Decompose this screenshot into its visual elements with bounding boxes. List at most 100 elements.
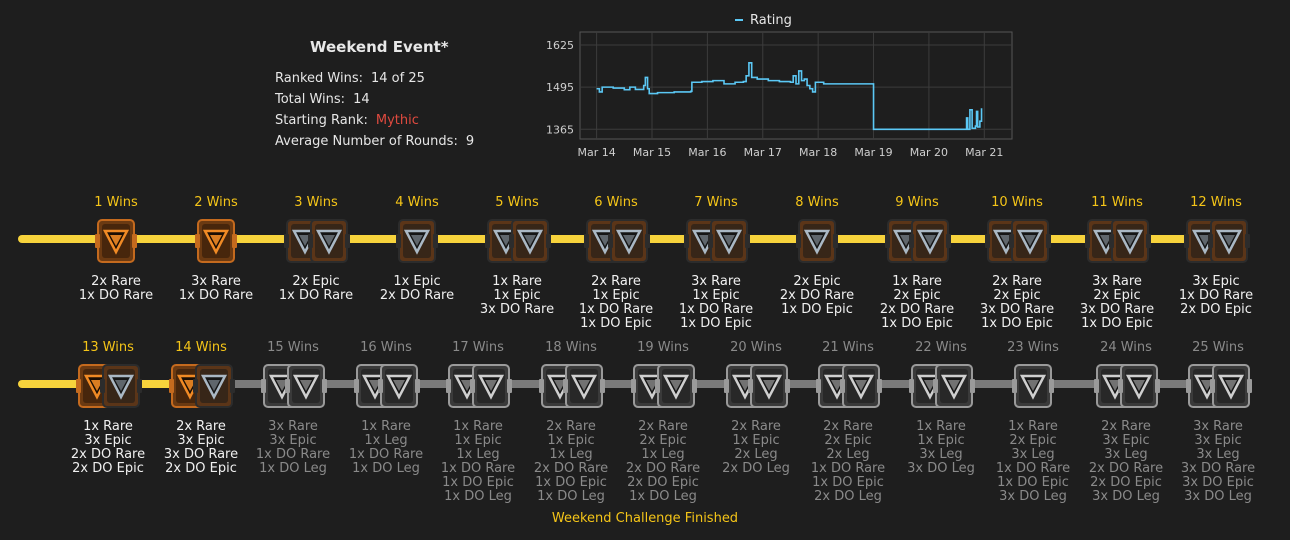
- chest-group: [1076, 361, 1176, 411]
- chest-leg-icon: [840, 361, 882, 411]
- reward-list: 1x Rare 1x Epic 1x Leg 1x DO Rare 1x DO Epic…: [428, 420, 528, 504]
- reward-item: 1x DO Rare: [178, 288, 254, 303]
- reward-item: 3x Leg: [1196, 447, 1240, 462]
- wins-label: 24 Wins: [1100, 340, 1152, 355]
- reward-item: 3x Leg: [1011, 447, 1055, 462]
- x-tick-label: Mar 20: [910, 146, 948, 159]
- chest-group: [983, 361, 1083, 411]
- reward-item: 3x Epic: [1102, 433, 1150, 448]
- reward-item: 2x Rare: [591, 274, 641, 289]
- y-tick-label: 1625: [546, 39, 574, 52]
- stat-label: Starting Rank:: [275, 113, 368, 128]
- reward-step: 3 Wins 2x Epic 1x DO Rare: [266, 195, 366, 303]
- reward-item: 3x Leg: [919, 447, 963, 462]
- reward-item: 1x DO Epic: [1081, 316, 1153, 331]
- reward-list: 3x Rare 3x Epic 1x DO Rare 1x DO Leg: [243, 420, 343, 476]
- reward-item: 3x DO Rare: [1079, 302, 1155, 317]
- reward-item: 3x DO Rare: [1180, 461, 1256, 476]
- wins-label: 18 Wins: [545, 340, 597, 355]
- reward-step: 18 Wins 2x Rare 1x Epic 1x Leg 2x DO Rare 1x…: [521, 340, 621, 504]
- challenge-status: Weekend Challenge Finished: [551, 511, 739, 526]
- reward-item: 1x Epic: [732, 433, 780, 448]
- chest-leg-icon: [655, 361, 697, 411]
- reward-list: 3x Rare 3x Epic 3x Leg 3x DO Rare 3x DO Epic…: [1168, 420, 1268, 504]
- reward-item: 1x Epic: [592, 288, 640, 303]
- reward-item: 2x DO Rare: [625, 461, 701, 476]
- reward-item: 1x Epic: [547, 433, 595, 448]
- chest-leg-icon: [285, 361, 327, 411]
- reward-item: 1x DO Leg: [352, 461, 420, 476]
- reward-item: 2x Leg: [734, 447, 778, 462]
- chest-group: [1166, 216, 1266, 266]
- reward-item: 3x DO Rare: [979, 302, 1055, 317]
- reward-item: 1x DO Leg: [629, 489, 697, 504]
- reward-item: 1x DO Rare: [255, 447, 331, 462]
- chest-group: [767, 216, 867, 266]
- chest-group: [666, 216, 766, 266]
- reward-list: 2x Rare 1x Epic 1x Leg 2x DO Rare 1x DO Epic…: [521, 420, 621, 504]
- chest-epic-icon: [1009, 216, 1051, 266]
- reward-list: 2x Rare 1x Epic 1x DO Rare 1x DO Epic: [566, 275, 666, 331]
- reward-item: 1x DO Rare: [1178, 288, 1254, 303]
- stat-row: Average Number of Rounds: 9: [275, 134, 474, 149]
- reward-item: 3x DO Leg: [1184, 489, 1252, 504]
- reward-list: 1x Rare 2x Epic 2x DO Rare 1x DO Epic: [867, 275, 967, 331]
- legend-label: Rating: [750, 13, 792, 28]
- event-title: Weekend Event*: [310, 38, 449, 56]
- reward-item: 1x Leg: [549, 447, 593, 462]
- stat-label: Ranked Wins:: [275, 71, 363, 86]
- stat-value: 14 of 25: [370, 71, 425, 86]
- reward-step: 12 Wins 3x Epic 1x DO Rare 2x DO Epic: [1166, 195, 1266, 317]
- x-tick-label: Mar 14: [577, 146, 615, 159]
- reward-item: 1x DO Rare: [678, 302, 754, 317]
- reward-item: 3x Rare: [1092, 274, 1142, 289]
- reward-item: 1x Epic: [692, 288, 740, 303]
- wins-label: 4 Wins: [395, 195, 439, 210]
- reward-item: 1x DO Rare: [995, 461, 1071, 476]
- chest-group: [967, 216, 1067, 266]
- wins-label: 25 Wins: [1192, 340, 1244, 355]
- y-tick-label: 1495: [546, 81, 574, 94]
- reward-list: 2x Rare 1x DO Rare: [66, 275, 166, 303]
- reward-item: 3x Epic: [84, 433, 132, 448]
- wins-label: 16 Wins: [360, 340, 412, 355]
- reward-item: 1x DO Rare: [440, 461, 516, 476]
- stat-label: Average Number of Rounds:: [275, 134, 458, 149]
- wins-label: 12 Wins: [1190, 195, 1242, 210]
- reward-item: 1x DO Rare: [578, 302, 654, 317]
- reward-step: 14 Wins 2x Rare 3x Epic 3x DO Rare 2x DO Ep…: [151, 340, 251, 476]
- chest-group: [891, 361, 991, 411]
- reward-list: 2x Rare 3x Epic 3x DO Rare 2x DO Epic: [151, 420, 251, 476]
- chest-leg-icon: [1118, 361, 1160, 411]
- reward-item: 2x DO Epic: [1180, 302, 1252, 317]
- reward-list: 1x Rare 3x Epic 2x DO Rare 2x DO Epic: [58, 420, 158, 476]
- reward-step: 9 Wins 1x Rare 2x Epic 2x DO Rare 1x DO Epi…: [867, 195, 967, 331]
- reward-item: 2x DO Epic: [1090, 475, 1162, 490]
- reward-item: 1x Rare: [916, 419, 966, 434]
- reward-step: 23 Wins 1x Rare 2x Epic 3x Leg 1x DO Rare 1x…: [983, 340, 1083, 504]
- reward-item: 1x Rare: [361, 419, 411, 434]
- reward-item: 3x Rare: [1193, 419, 1243, 434]
- chest-epic-icon: [1208, 216, 1250, 266]
- reward-item: 2x DO Leg: [722, 461, 790, 476]
- stat-value: 9: [465, 134, 475, 149]
- reward-step: 10 Wins 2x Rare 2x Epic 3x DO Rare 1x DO Ep…: [967, 195, 1067, 331]
- reward-item: 1x DO Leg: [444, 489, 512, 504]
- reward-step: 24 Wins 2x Rare 3x Epic 3x Leg 2x DO Rare 2x…: [1076, 340, 1176, 504]
- reward-list: 2x Rare 2x Epic 2x Leg 1x DO Rare 1x DO Epic…: [798, 420, 898, 504]
- reward-item: 1x DO Epic: [812, 475, 884, 490]
- reward-item: 1x DO Epic: [535, 475, 607, 490]
- reward-item: 1x DO Rare: [348, 447, 424, 462]
- chest-rare-icon: [195, 216, 237, 266]
- reward-list: 3x Rare 1x DO Rare: [166, 275, 266, 303]
- wins-label: 8 Wins: [795, 195, 839, 210]
- chest-epic-icon: [1109, 216, 1151, 266]
- reward-step: 1 Wins 2x Rare 1x DO Rare: [66, 195, 166, 303]
- chest-group: [467, 216, 567, 266]
- reward-step: 8 Wins 2x Epic 2x DO Rare 1x DO Epic: [767, 195, 867, 317]
- reward-item: 2x Epic: [1009, 433, 1057, 448]
- reward-item: 2x DO Epic: [165, 461, 237, 476]
- x-tick-label: Mar 21: [965, 146, 1003, 159]
- chest-epic-icon: [509, 216, 551, 266]
- reward-item: 1x Rare: [892, 274, 942, 289]
